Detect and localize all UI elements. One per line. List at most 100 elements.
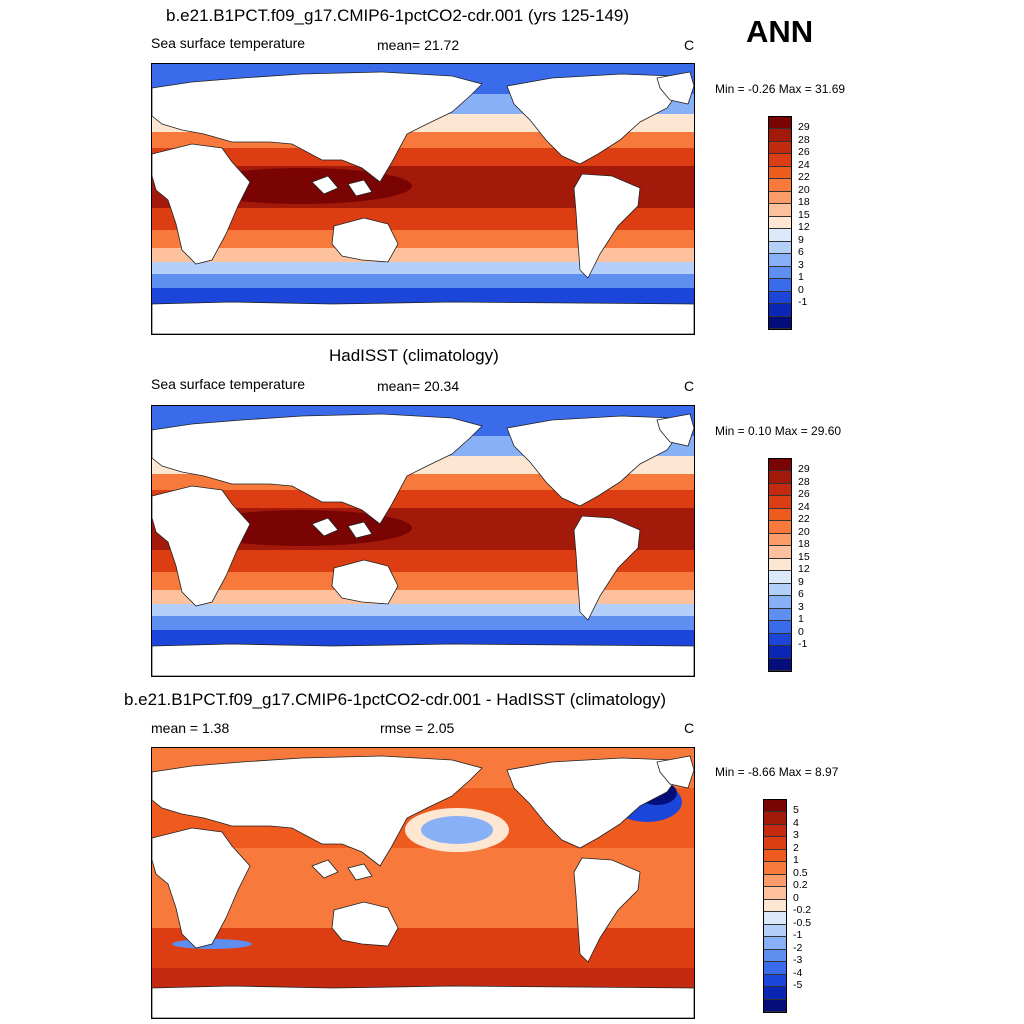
colorbar-tick-label: 28 (798, 133, 810, 146)
colorbar-tick-label: 28 (798, 475, 810, 488)
land-outline (331, 559, 399, 605)
land-outline (152, 985, 694, 1018)
colorbar-swatch (769, 254, 791, 267)
colorbar-swatch (769, 179, 791, 192)
land-outline (331, 217, 399, 263)
colorbar-swatch (764, 800, 786, 813)
colorbar-swatch (764, 824, 786, 838)
colorbar-tick-label: 29 (798, 121, 810, 134)
colorbar-tick-label: -0.5 (793, 916, 812, 929)
land-outline (506, 73, 681, 165)
panel3-mean-label: mean = 1.38 (151, 720, 230, 736)
season-label: ANN (746, 14, 814, 49)
colorbar-tick-label: -2 (793, 941, 803, 954)
colorbar-swatch (769, 204, 791, 217)
colorbar-swatch (769, 117, 791, 130)
colorbar-tick-label: 2 (793, 841, 799, 854)
land-outline (152, 485, 251, 607)
colorbar-swatch (769, 291, 791, 305)
colorbar-swatch (764, 937, 786, 950)
colorbar-swatch (769, 533, 791, 547)
colorbar-swatches (768, 458, 792, 672)
colorbar-swatch (769, 459, 791, 472)
colorbar-swatch (769, 521, 791, 534)
colorbar-tick-label: 0 (798, 283, 804, 296)
temperature-band (152, 572, 694, 590)
temperature-band (152, 616, 694, 630)
colorbar-tick-label: -1 (798, 296, 808, 309)
colorbar-swatch (769, 483, 791, 497)
colorbar-tick-label: 12 (798, 563, 810, 576)
colorbar-tick-label: 20 (798, 183, 810, 196)
colorbar-swatch (769, 583, 791, 597)
panel2-mean-label: mean= 20.34 (377, 378, 460, 394)
colorbar-tick-label: -5 (793, 979, 803, 992)
land-outline (347, 863, 373, 881)
land-outline (656, 755, 694, 789)
land-outline (152, 301, 694, 334)
temperature-band (152, 604, 694, 616)
colorbar-swatch (764, 874, 786, 888)
temperature-band (152, 230, 694, 248)
colorbar-swatch (764, 899, 786, 913)
land-masses (152, 71, 694, 334)
colorbar-tick-label: 1 (793, 854, 799, 867)
land-outline (573, 173, 641, 279)
panel3-colorbar: 5 4 3 2 1 0.5 0.2 0 -0.2 -0.5 -1 -2 -3 -4 -5 (763, 799, 823, 1013)
colorbar-tick-label: -3 (793, 954, 803, 967)
colorbar-swatch (769, 279, 791, 292)
temperature-band (152, 248, 694, 262)
colorbar-swatch (764, 987, 786, 1000)
panel2-title: HadISST (climatology) (329, 346, 499, 365)
colorbar-swatch (764, 837, 786, 850)
colorbar-tick-label: 9 (798, 575, 804, 588)
panel1-sst-map (151, 63, 695, 335)
colorbar-tick-label: 0 (793, 891, 799, 904)
temperature-band (152, 262, 694, 274)
land-outline (506, 415, 681, 507)
panel1-mean-label: mean= 21.72 (377, 37, 460, 53)
land-outline (152, 143, 251, 265)
land-outline (152, 643, 694, 676)
land-outline (656, 71, 694, 105)
map-svg (152, 406, 694, 676)
panel1-variable-label: Sea surface temperature (151, 35, 306, 51)
colorbar-swatch (764, 912, 786, 925)
temperature-band (152, 274, 694, 288)
colorbar-tick-label: 6 (798, 588, 804, 601)
colorbar-swatch (769, 621, 791, 634)
colorbar-tick-label: 6 (798, 246, 804, 259)
colorbar-swatch (769, 571, 791, 584)
colorbar-swatch (769, 608, 791, 622)
panel1-minmax-label: Min = -0.26 Max = 31.69 (715, 82, 846, 96)
panel3-minmax-label: Min = -8.66 Max = 8.97 (715, 765, 839, 779)
colorbar-swatches (768, 116, 792, 330)
land-outline (347, 179, 373, 197)
land-outline (311, 175, 339, 195)
colorbar-tick-label: -1 (798, 638, 808, 651)
colorbar-tick-label: 26 (798, 146, 810, 159)
colorbar-tick-label: 0.5 (793, 866, 808, 879)
colorbar-tick-label: 5 (793, 804, 799, 817)
colorbar-swatch (769, 471, 791, 484)
colorbar-swatches (763, 799, 787, 1013)
land-outline (347, 521, 373, 539)
panel1-units-label: C (684, 37, 695, 53)
temperature-band (152, 550, 694, 572)
land-outline (506, 757, 681, 849)
panel1-title: b.e21.B1PCT.f09_g17.CMIP6-1pctCO2-cdr.00… (166, 6, 630, 25)
colorbar-swatch (764, 849, 786, 863)
colorbar-swatch (769, 216, 791, 230)
land-outline (152, 413, 483, 525)
colorbar-tick-label: 24 (798, 158, 810, 171)
colorbar-swatch (769, 496, 791, 509)
colorbar-tick-label: 3 (798, 258, 804, 271)
colorbar-swatch (769, 633, 791, 647)
land-outline (152, 827, 251, 949)
temperature-band (152, 630, 694, 648)
colorbar-swatch (764, 862, 786, 875)
colorbar-tick-label: 1 (798, 613, 804, 626)
map-svg (152, 64, 694, 334)
colorbar-tick-label: -1 (793, 929, 803, 942)
temperature-band (152, 208, 694, 230)
